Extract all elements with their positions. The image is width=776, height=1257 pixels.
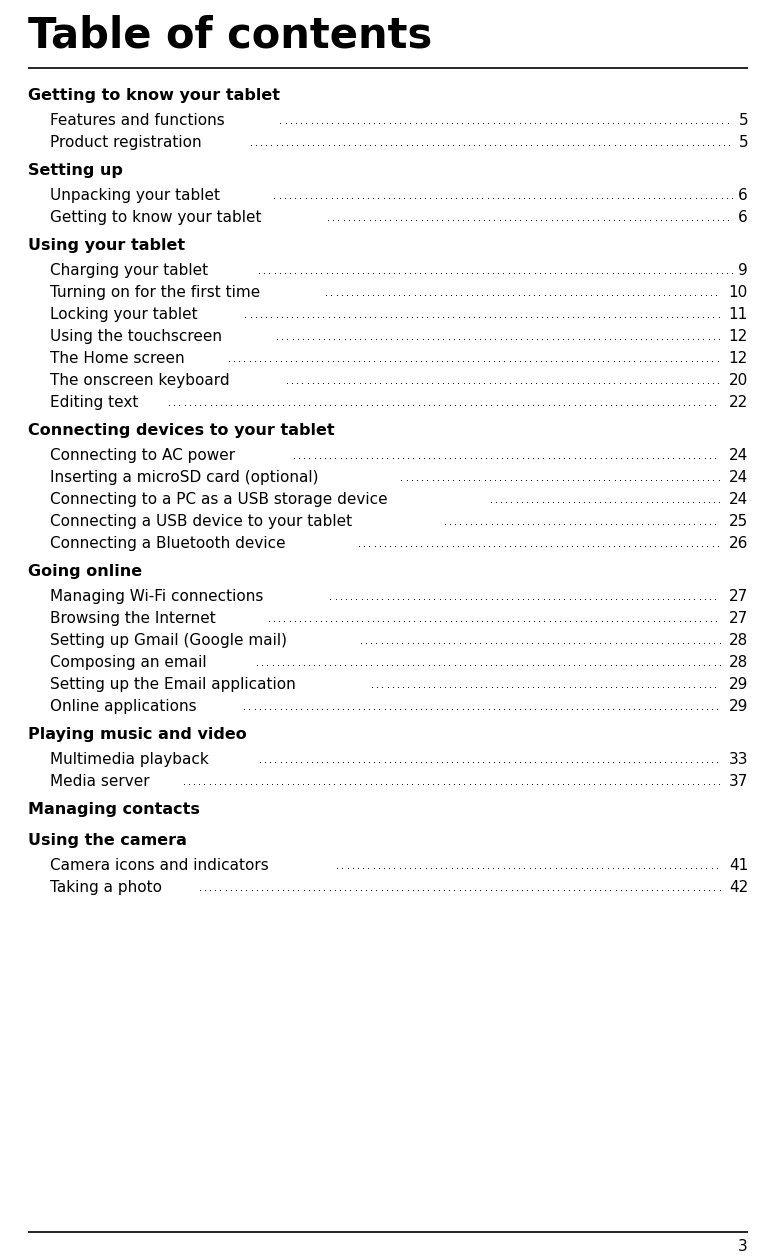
Text: 22: 22	[729, 395, 748, 410]
Text: 9: 9	[738, 263, 748, 278]
Text: Connecting devices to your tablet: Connecting devices to your tablet	[28, 424, 334, 437]
Text: 12: 12	[729, 351, 748, 366]
Text: 3: 3	[738, 1239, 748, 1254]
Text: Editing text: Editing text	[50, 395, 138, 410]
Text: Connecting to a PC as a USB storage device: Connecting to a PC as a USB storage devi…	[50, 491, 388, 507]
Text: 25: 25	[729, 514, 748, 529]
Text: 5: 5	[739, 113, 748, 128]
Text: 27: 27	[729, 611, 748, 626]
Text: Setting up Gmail (Google mail): Setting up Gmail (Google mail)	[50, 634, 287, 649]
Text: 27: 27	[729, 590, 748, 605]
Text: 29: 29	[729, 699, 748, 714]
Text: 33: 33	[729, 752, 748, 767]
Text: Using your tablet: Using your tablet	[28, 238, 185, 253]
Text: 24: 24	[729, 491, 748, 507]
Text: The Home screen: The Home screen	[50, 351, 185, 366]
Text: 20: 20	[729, 373, 748, 388]
Text: Going online: Going online	[28, 564, 142, 579]
Text: Online applications: Online applications	[50, 699, 196, 714]
Text: Playing music and video: Playing music and video	[28, 727, 247, 742]
Text: Connecting a USB device to your tablet: Connecting a USB device to your tablet	[50, 514, 352, 529]
Text: Inserting a microSD card (optional): Inserting a microSD card (optional)	[50, 470, 318, 485]
Text: Setting up: Setting up	[28, 163, 123, 178]
Text: The onscreen keyboard: The onscreen keyboard	[50, 373, 230, 388]
Text: Product registration: Product registration	[50, 134, 202, 150]
Text: Table of contents: Table of contents	[28, 15, 432, 57]
Text: Getting to know your tablet: Getting to know your tablet	[28, 88, 280, 103]
Text: Charging your tablet: Charging your tablet	[50, 263, 208, 278]
Text: 24: 24	[729, 470, 748, 485]
Text: Connecting a Bluetooth device: Connecting a Bluetooth device	[50, 535, 286, 551]
Text: 24: 24	[729, 447, 748, 463]
Text: Unpacking your tablet: Unpacking your tablet	[50, 189, 220, 202]
Text: 11: 11	[729, 307, 748, 322]
Text: Locking your tablet: Locking your tablet	[50, 307, 198, 322]
Text: Features and functions: Features and functions	[50, 113, 225, 128]
Text: 29: 29	[729, 678, 748, 693]
Text: 6: 6	[738, 189, 748, 202]
Text: Using the camera: Using the camera	[28, 833, 187, 848]
Text: Media server: Media server	[50, 774, 150, 789]
Text: Getting to know your tablet: Getting to know your tablet	[50, 210, 262, 225]
Text: 28: 28	[729, 655, 748, 670]
Text: 37: 37	[729, 774, 748, 789]
Text: Managing contacts: Managing contacts	[28, 802, 200, 817]
Text: Multimedia playback: Multimedia playback	[50, 752, 209, 767]
Text: Turning on for the first time: Turning on for the first time	[50, 285, 260, 300]
Text: Connecting to AC power: Connecting to AC power	[50, 447, 235, 463]
Text: 6: 6	[738, 210, 748, 225]
Text: 12: 12	[729, 329, 748, 344]
Text: 10: 10	[729, 285, 748, 300]
Text: Browsing the Internet: Browsing the Internet	[50, 611, 216, 626]
Text: 26: 26	[729, 535, 748, 551]
Text: Camera icons and indicators: Camera icons and indicators	[50, 859, 268, 874]
Text: Taking a photo: Taking a photo	[50, 880, 162, 895]
Text: 28: 28	[729, 634, 748, 649]
Text: 42: 42	[729, 880, 748, 895]
Text: Composing an email: Composing an email	[50, 655, 206, 670]
Text: 41: 41	[729, 859, 748, 874]
Text: Managing Wi-Fi connections: Managing Wi-Fi connections	[50, 590, 263, 605]
Text: Using the touchscreen: Using the touchscreen	[50, 329, 222, 344]
Text: 5: 5	[739, 134, 748, 150]
Text: Setting up the Email application: Setting up the Email application	[50, 678, 296, 693]
